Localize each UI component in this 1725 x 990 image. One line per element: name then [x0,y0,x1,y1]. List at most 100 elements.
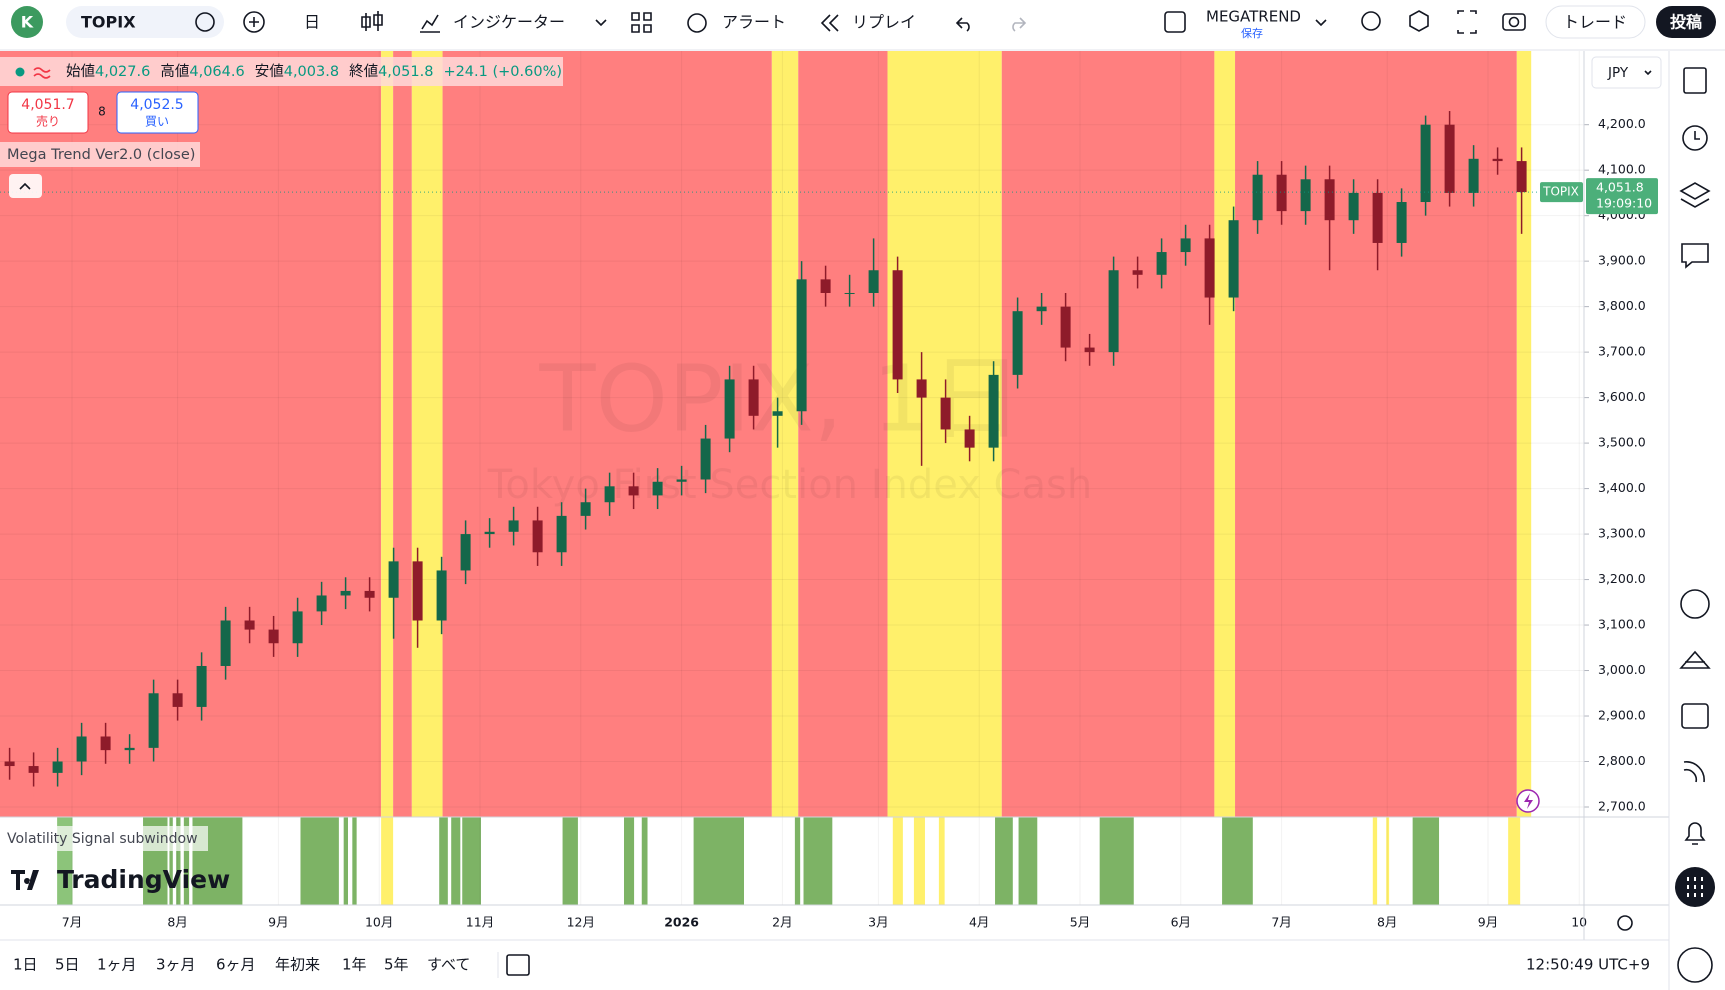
signal-bar [381,817,394,905]
range-button[interactable]: 1ヶ月 [97,956,137,974]
candle-body [316,595,327,612]
news-icon[interactable] [1683,761,1705,783]
bottom-bar: 1日 5日 1ヶ月 3ヶ月 6ヶ月 年初来 1年 5年 すべて 12:50:49 UTC+9 [0,939,1669,978]
buy-price[interactable]: 4,052.5 [130,97,183,113]
trend-band [442,51,772,817]
chevron[interactable] [1315,19,1327,27]
layers-icon[interactable] [1679,182,1711,208]
replay[interactable]: リプレイ [852,13,916,32]
symbol-search[interactable] [66,6,224,38]
range-button[interactable]: すべて [427,956,470,974]
candle-body [1108,270,1119,353]
candle-body [988,374,999,448]
branding: TradingView [57,865,230,894]
candle-body [916,379,927,398]
indicators[interactable]: インジケーター [453,13,565,32]
candle-body [1180,238,1191,253]
replay-icon[interactable] [820,14,839,32]
candle-body [796,279,807,412]
y-tick-label: 3,800.0 [1598,298,1646,313]
candle-body [484,531,495,535]
legend-value: 4,051.8 [378,64,433,80]
candle-body [556,515,567,553]
trade[interactable]: トレード [1563,13,1627,32]
candle-body [1468,158,1479,193]
range-button[interactable]: 6ヶ月 [216,956,256,974]
subwindow-title: Volatility Signal subwindow [7,831,198,847]
signal-bar [343,817,348,905]
collapse-button[interactable] [9,174,42,198]
signal-bar [995,817,1013,905]
range-button[interactable]: 年初来 [275,956,320,974]
x-tick-label: 2026 [664,915,699,930]
sell-button[interactable] [7,91,89,134]
layout-name[interactable]: MEGATREND [1206,8,1301,26]
buy-button[interactable] [116,91,199,134]
signal-bar [462,817,481,905]
hotlist-icon[interactable] [1680,589,1710,619]
publish[interactable]: 投稿 [1670,13,1702,32]
templates-icon[interactable] [631,12,652,33]
settings-icon[interactable] [1409,10,1429,32]
chevron[interactable] [595,19,607,27]
y-tick-label: 3,600.0 [1598,389,1646,404]
y-tick-label: 4,100.0 [1598,162,1646,177]
help-icon[interactable] [1677,947,1713,983]
alerts[interactable]: アラート [722,13,786,32]
chart-type-icon[interactable] [361,11,383,31]
snapshot-icon[interactable] [1502,13,1526,31]
range-button[interactable]: 5年 [384,956,409,974]
ideas-icon[interactable] [1679,650,1711,669]
watchlist-icon[interactable] [1683,67,1707,94]
sell-label[interactable]: 売り [36,114,60,129]
quick-search-icon[interactable] [1361,11,1381,31]
avatar-letter[interactable]: K [21,13,34,32]
fullscreen-icon[interactable] [1457,10,1477,34]
candle-body [1372,192,1383,243]
add-icon[interactable] [243,11,265,33]
legend-label: 高値 [160,63,189,80]
symbol[interactable]: TOPIX [81,13,136,32]
goto-date-icon[interactable] [506,954,530,976]
alerts-icon[interactable] [1682,125,1708,151]
alerts-icon-hand [1694,131,1700,140]
range-button[interactable]: 5日 [55,956,80,974]
publish-button[interactable] [1656,6,1716,38]
candle-body [220,620,231,666]
clock[interactable]: 12:50:49 UTC+9 [1526,956,1650,974]
indicator-bg [0,142,200,167]
axis-settings[interactable] [1617,915,1633,931]
range-button[interactable]: 1日 [13,956,38,974]
indicator-name[interactable]: Mega Trend Ver2.0 (close) [7,147,195,163]
calendar-icon[interactable] [1681,703,1709,729]
undo-icon[interactable] [955,17,970,32]
candle-body [844,292,855,294]
interval[interactable]: 日 [304,13,320,32]
candle-body [868,270,879,293]
avatar[interactable] [11,6,43,38]
range-button[interactable]: 1年 [342,956,367,974]
trade-button[interactable] [1545,5,1646,39]
currency-box[interactable] [1591,56,1662,89]
countdown: 19:09:10 [1596,196,1652,211]
range-button[interactable]: 3ヶ月 [156,956,196,974]
indicator-icon[interactable] [420,14,440,33]
chat-icon[interactable] [1681,243,1709,269]
buy-label[interactable]: 買い [145,115,169,129]
signal-bar [913,817,925,905]
alert-icon[interactable] [687,13,707,33]
signal-bar [624,817,635,905]
candle-body [652,481,663,496]
candle-body [1324,179,1335,221]
currency-chevron [1644,70,1652,76]
sell-price[interactable]: 4,051.7 [21,97,74,113]
currency[interactable]: JPY [1607,65,1629,81]
candle-body [1012,311,1023,375]
signal-bar [794,817,801,905]
notification-icon[interactable] [1684,822,1706,845]
signal-bar [1386,817,1390,905]
compare-icon[interactable] [195,12,215,32]
candle-body [724,379,735,439]
redo-icon[interactable] [1012,17,1027,32]
layout-icon[interactable] [1164,11,1186,33]
